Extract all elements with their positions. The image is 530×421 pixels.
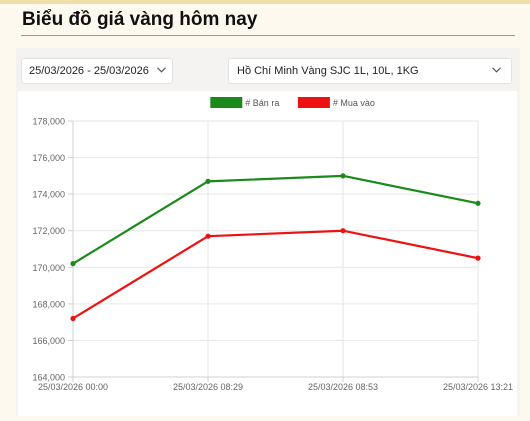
data-point	[475, 255, 481, 261]
data-point	[70, 315, 76, 322]
data-point	[70, 261, 76, 267]
y-tick-label: 168,000	[32, 299, 65, 309]
x-tick-label: 25/03/2026 13:21	[443, 382, 513, 392]
chart-panel: 25/03/2026 - 25/03/2026 Hồ Chí Minh Vàng…	[16, 48, 520, 416]
data-point	[340, 228, 346, 234]
legend-label: # Bán ra	[245, 98, 279, 108]
y-tick-label: 166,000	[32, 336, 65, 346]
legend-swatch	[210, 97, 243, 108]
x-tick-label: 25/03/2026 08:53	[308, 382, 378, 392]
chart-area: 164,000 166,000 168,000 170,000 172,000 174,0…	[18, 91, 517, 416]
title-divider	[21, 35, 515, 36]
gold-price-line-chart: 164,000 166,000 168,000 170,000 172,000 174,0…	[32, 97, 513, 392]
data-point	[475, 200, 481, 206]
legend-label: # Mua vào	[333, 98, 375, 108]
data-point	[205, 178, 211, 184]
location-dropdown[interactable]: Hồ Chí Minh Vàng SJC 1L, 10L, 1KG	[228, 58, 512, 84]
page-title: Biểu đồ giá vàng hôm nay	[22, 9, 258, 30]
data-point	[340, 173, 346, 179]
series-line	[72, 174, 479, 265]
chevron-down-icon	[157, 67, 166, 73]
chevron-down-icon	[492, 67, 501, 73]
series-line	[72, 229, 479, 320]
y-tick-label: 164,000	[32, 373, 65, 383]
date-range-value: 25/03/2026 - 25/03/2026	[29, 65, 149, 77]
data-point	[205, 233, 211, 239]
legend-item: # Bán ra	[210, 97, 279, 108]
top-accent-bar	[0, 0, 530, 4]
y-tick-label: 178,000	[32, 117, 65, 127]
y-tick-label: 170,000	[32, 263, 65, 273]
date-range-dropdown[interactable]: 25/03/2026 - 25/03/2026	[21, 58, 173, 84]
y-tick-label: 172,000	[32, 226, 65, 236]
location-value: Hồ Chí Minh Vàng SJC 1L, 10L, 1KG	[237, 65, 419, 77]
legend-item: # Mua vào	[297, 97, 375, 108]
y-tick-label: 174,000	[32, 190, 65, 200]
legend-swatch	[297, 97, 330, 108]
x-tick-label: 25/03/2026 08:29	[173, 382, 243, 392]
y-tick-label: 176,000	[32, 153, 65, 163]
x-tick-label: 25/03/2026 00:00	[38, 382, 108, 392]
